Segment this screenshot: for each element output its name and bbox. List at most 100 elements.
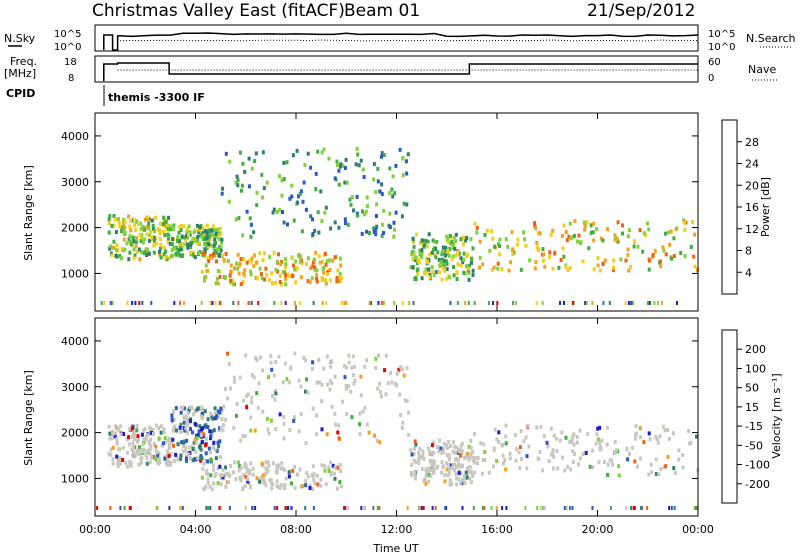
velocity-echo-cell: [571, 459, 575, 464]
velocity-echo-cell: [271, 482, 275, 487]
power-echo-cell: [221, 186, 225, 191]
power-noise-cell: [380, 301, 383, 305]
velocity-noise-cell: [565, 506, 568, 510]
power-echo-cell: [176, 239, 180, 243]
power-echo-cell: [118, 224, 122, 229]
nsky-label: N.Sky: [4, 32, 36, 45]
power-echo-cell: [471, 268, 475, 273]
velocity-echo-cell: [554, 436, 558, 441]
power-echo-cell: [306, 151, 310, 156]
power-echo-cell: [261, 150, 265, 155]
power-echo-cell: [250, 259, 254, 264]
velocity-echo-cell: [561, 455, 565, 460]
velocity-echo-cell: [198, 424, 202, 429]
power-echo-cell: [448, 241, 452, 246]
velocity-echo-cell: [323, 468, 327, 473]
power-echo-cell: [250, 256, 254, 261]
velocity-noise-cell: [483, 506, 486, 510]
power-echo-cell: [297, 194, 300, 199]
power-echo-cell: [491, 236, 495, 241]
power-echo-cell: [462, 242, 465, 247]
velocity-noise-cell: [129, 506, 132, 510]
velocity-noise-cell: [505, 506, 508, 510]
power-echo-cell: [485, 228, 489, 233]
velocity-echo-cell: [333, 374, 337, 379]
power-echo-cell: [165, 227, 169, 232]
power-echo-cell: [651, 255, 655, 260]
power-echo-cell: [291, 153, 295, 158]
velocity-echo-cell: [483, 449, 487, 454]
power-echo-cell: [612, 258, 616, 263]
power-echo-cell: [382, 208, 386, 213]
power-echo-cell: [311, 264, 315, 269]
power-colorbar-tick-label: 8: [745, 245, 752, 258]
velocity-noise-cell: [254, 506, 257, 510]
power-echo-cell: [115, 248, 119, 253]
power-echo-cell: [294, 259, 298, 264]
velocity-echo-cell: [166, 462, 169, 467]
power-echo-cell: [298, 255, 302, 260]
power-echo-cell: [420, 248, 424, 253]
velocity-echo-cell: [221, 467, 225, 472]
power-echo-cell: [468, 263, 471, 268]
power-echo-cell: [380, 182, 384, 187]
velocity-echo-cell: [331, 463, 335, 468]
velocity-echo-cell: [410, 462, 414, 467]
velocity-noise-cell: [646, 506, 649, 510]
velocity-noise-cell: [179, 506, 182, 510]
velocity-echo-cell: [422, 456, 426, 461]
velocity-echo-cell: [251, 472, 255, 477]
power-echo-cell: [333, 255, 337, 260]
power-echo-cell: [242, 271, 246, 276]
velocity-echo-cell: [598, 440, 602, 445]
power-echo-cell: [336, 279, 340, 284]
velocity-echo-cell: [182, 449, 186, 454]
velocity-echo-cell: [586, 431, 590, 436]
power-echo-cell: [140, 232, 144, 237]
velocity-echo-cell: [219, 426, 223, 431]
power-echo-cell: [577, 233, 581, 238]
velocity-echo-cell: [336, 430, 340, 435]
power-echo-cell: [627, 268, 631, 273]
plot-title: Christmas Valley East (fitACF): [92, 1, 345, 21]
velocity-echo-cell: [235, 402, 239, 407]
power-echo-cell: [355, 146, 359, 151]
power-echo-cell: [139, 239, 143, 243]
power-echo-cell: [238, 150, 242, 155]
velocity-echo-cell: [148, 460, 152, 465]
velocity-echo-cell: [305, 471, 309, 475]
velocity-echo-cell: [137, 452, 141, 457]
power-noise-cell: [585, 301, 588, 305]
velocity-echo-cell: [445, 461, 449, 466]
velocity-echo-cell: [266, 460, 270, 465]
velocity-echo-cell: [572, 432, 576, 437]
power-echo-cell: [393, 227, 396, 232]
power-echo-cell: [270, 281, 274, 286]
velocity-echo-cell: [297, 378, 301, 383]
velocity-echo-cell: [664, 464, 668, 469]
velocity-echo-cell: [613, 450, 617, 455]
velocity-echo-cell: [250, 395, 254, 400]
power-echo-cell: [592, 238, 596, 243]
velocity-colorbar-tick-label: 200: [745, 343, 766, 356]
power-echo-cell: [231, 278, 235, 283]
velocity-echo-cell: [130, 426, 134, 431]
power-echo-cell: [445, 276, 449, 281]
velocity-echo-cell: [191, 444, 195, 448]
power-echo-cell: [174, 245, 178, 250]
velocity-noise-cell: [422, 506, 425, 510]
power-echo-cell: [619, 257, 623, 262]
power-echo-cell: [265, 272, 269, 277]
velocity-echo-cell: [114, 424, 118, 429]
power-echo-cell: [314, 171, 318, 176]
velocity-echo-cell: [211, 463, 215, 468]
power-echo-cell: [200, 269, 204, 274]
nsky-series: [103, 32, 699, 51]
power-echo-cell: [693, 264, 697, 269]
power-echo-cell: [446, 251, 450, 256]
velocity-echo-cell: [200, 475, 204, 480]
power-echo-cell: [324, 262, 328, 267]
power-echo-cell: [259, 272, 263, 277]
velocity-echo-cell: [617, 464, 621, 469]
power-echo-cell: [263, 251, 266, 256]
